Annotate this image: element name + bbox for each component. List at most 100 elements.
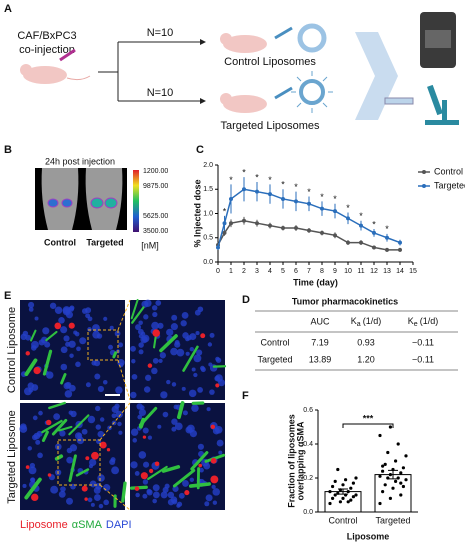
- nucleus: [109, 458, 116, 466]
- nucleus: [138, 320, 143, 326]
- significance: *: [268, 175, 272, 185]
- nucleus: [28, 307, 34, 312]
- x-tick-label: 12: [370, 268, 378, 275]
- nucleus: [103, 484, 111, 492]
- x-tick-label: 4: [268, 268, 272, 275]
- x-tick-label: 9: [333, 268, 337, 275]
- mouse: [220, 26, 293, 53]
- point: [222, 221, 227, 226]
- nucleus: [27, 446, 33, 451]
- nucleus: [188, 389, 197, 398]
- point: [229, 221, 233, 226]
- liposome-signal: [200, 333, 206, 339]
- liposome-signal: [210, 424, 216, 429]
- nucleus: [68, 410, 74, 415]
- liposome-signal: [85, 456, 90, 461]
- x-tick-label: 2: [242, 268, 246, 275]
- data-point: [383, 462, 387, 466]
- point: [242, 187, 246, 192]
- nucleus: [44, 341, 51, 348]
- nucleus: [197, 387, 203, 393]
- nucleus: [77, 433, 82, 438]
- liposome-signal: [147, 363, 153, 368]
- point: [385, 247, 389, 252]
- asma-fiber: [41, 430, 49, 442]
- series-line: [217, 188, 401, 248]
- nucleus: [189, 477, 195, 483]
- significance: *: [242, 168, 246, 178]
- asma-fiber: [54, 454, 64, 461]
- mouse-image: [85, 168, 123, 230]
- liposome-signal: [210, 457, 217, 464]
- nucleus: [111, 413, 117, 419]
- liposome-signal: [25, 465, 30, 469]
- nucleus: [59, 430, 66, 437]
- row-label: Control Liposome: [6, 307, 18, 393]
- nucleus: [87, 327, 92, 332]
- asma-fiber: [190, 451, 209, 471]
- x-tick-label: 5: [281, 268, 285, 275]
- legend-marker: [422, 184, 426, 188]
- header-unit: (1/d): [420, 316, 439, 326]
- asma-fiber: [177, 401, 185, 420]
- nucleus: [152, 484, 160, 492]
- table-cell: Control: [260, 337, 289, 347]
- nucleus: [171, 314, 178, 321]
- nucleus: [191, 367, 196, 372]
- colorbar-unit: [nM]: [141, 240, 159, 250]
- panel-letter: C: [196, 144, 204, 156]
- nucleus: [215, 356, 220, 362]
- nucleus: [130, 391, 137, 399]
- nucleus: [178, 492, 185, 499]
- liposome-signal: [25, 351, 30, 356]
- liposome-signal: [215, 383, 220, 388]
- imager-icon: [420, 12, 456, 68]
- nucleus: [130, 428, 139, 436]
- point: [346, 240, 350, 245]
- y-axis-label: Fraction of liposomes: [286, 414, 296, 508]
- nucleus: [42, 327, 50, 335]
- asma-fiber: [112, 351, 118, 359]
- microscope-icon: [425, 84, 459, 125]
- nucleus: [160, 491, 168, 499]
- nucleus: [143, 314, 149, 320]
- targeted-liposome-icon: [291, 71, 333, 113]
- error-bar: [388, 469, 398, 480]
- nucleus: [211, 484, 216, 490]
- asma-fiber: [161, 465, 181, 473]
- nucleus: [81, 308, 88, 314]
- point: [372, 245, 376, 250]
- nucleus: [176, 501, 183, 507]
- mouse: [220, 86, 293, 113]
- mouse-image: [41, 168, 79, 230]
- nucleus: [171, 418, 178, 425]
- group-label: Targeted: [86, 237, 123, 247]
- table-title: Tumor pharmacokinetics: [292, 296, 398, 306]
- nucleus: [40, 336, 48, 344]
- zoom-box: [57, 299, 131, 511]
- nucleus: [98, 503, 104, 509]
- data-point: [391, 486, 395, 490]
- point: [268, 223, 272, 228]
- group-label: Targeted Liposomes: [220, 120, 320, 132]
- nucleus: [170, 347, 178, 356]
- data-point: [378, 433, 382, 438]
- liposome-signal: [106, 448, 111, 452]
- nucleus: [162, 411, 169, 418]
- liposome-signal: [154, 461, 160, 467]
- bracket: [98, 39, 206, 104]
- data-point: [328, 501, 332, 506]
- nucleus: [109, 325, 114, 330]
- nucleus: [167, 491, 175, 499]
- asma-fiber: [48, 401, 66, 410]
- liposome-signal: [46, 419, 52, 426]
- point: [216, 245, 220, 250]
- colorbar-label: 1200.00: [143, 168, 168, 175]
- group-n: N=10: [147, 27, 174, 39]
- data-point: [381, 469, 385, 473]
- legend-asma: αSMA: [72, 519, 103, 531]
- panel-letter: E: [4, 290, 11, 302]
- nucleus: [87, 497, 93, 503]
- liposome-signal: [198, 463, 203, 468]
